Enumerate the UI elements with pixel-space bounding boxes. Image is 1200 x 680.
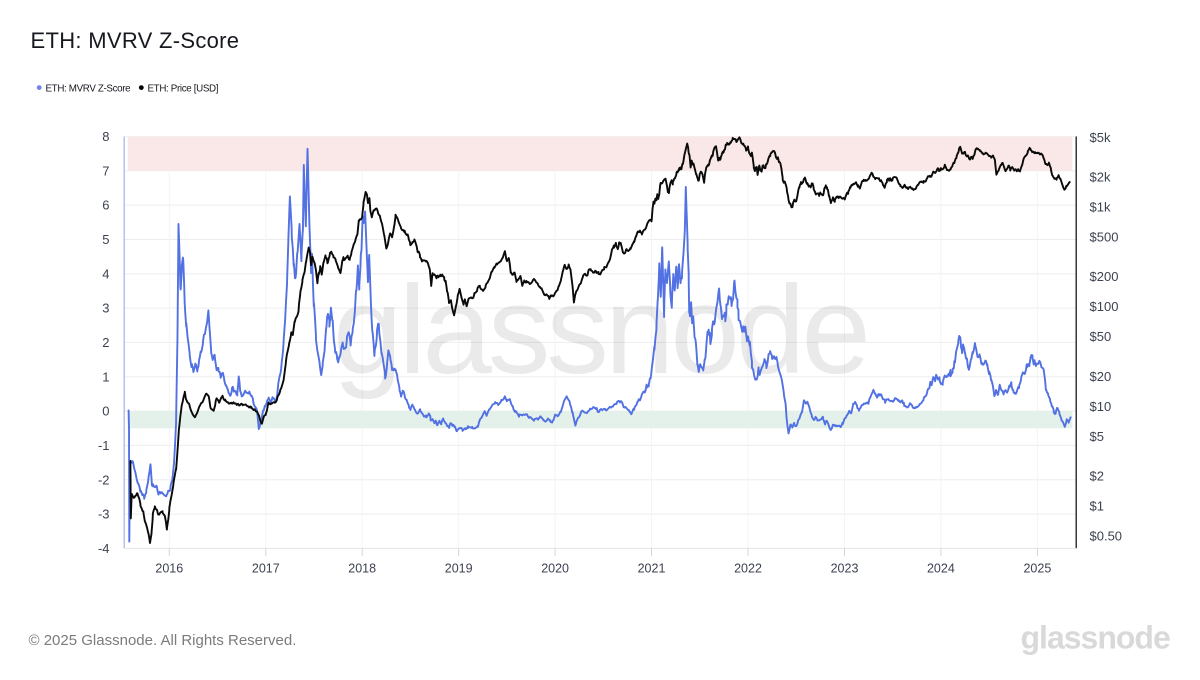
svg-text:glassnode: glassnode xyxy=(333,261,867,400)
svg-text:$0.50: $0.50 xyxy=(1090,529,1123,544)
svg-text:2024: 2024 xyxy=(927,562,955,576)
svg-text:glassnode: glassnode xyxy=(1021,620,1170,656)
svg-text:7: 7 xyxy=(102,163,109,178)
svg-text:$500: $500 xyxy=(1090,230,1119,245)
svg-text:$200: $200 xyxy=(1090,269,1119,284)
svg-text:2022: 2022 xyxy=(734,562,762,576)
svg-text:2021: 2021 xyxy=(638,562,666,576)
svg-text:2019: 2019 xyxy=(445,562,473,576)
svg-text:6: 6 xyxy=(102,198,109,213)
svg-text:$5k: $5k xyxy=(1090,130,1111,145)
svg-text:0: 0 xyxy=(102,404,109,419)
svg-text:2025: 2025 xyxy=(1023,562,1051,576)
svg-text:$100: $100 xyxy=(1090,299,1119,314)
svg-text:2017: 2017 xyxy=(252,562,280,576)
svg-text:2020: 2020 xyxy=(541,562,569,576)
svg-text:2016: 2016 xyxy=(155,562,183,576)
svg-text:ETH: MVRV Z-Score: ETH: MVRV Z-Score xyxy=(31,28,240,53)
svg-text:4: 4 xyxy=(102,266,109,281)
svg-text:ETH: MVRV Z-Score: ETH: MVRV Z-Score xyxy=(46,83,132,94)
svg-text:5: 5 xyxy=(102,232,109,247)
svg-text:ETH: Price [USD]: ETH: Price [USD] xyxy=(148,83,219,94)
svg-text:8: 8 xyxy=(102,129,109,144)
svg-text:-3: -3 xyxy=(98,507,110,522)
svg-text:$1k: $1k xyxy=(1090,200,1111,215)
svg-text:$1: $1 xyxy=(1090,499,1104,514)
svg-text:$10: $10 xyxy=(1090,399,1112,414)
svg-text:-4: -4 xyxy=(98,541,110,556)
svg-text:© 2025 Glassnode. All Rights R: © 2025 Glassnode. All Rights Reserved. xyxy=(29,632,297,649)
svg-text:-2: -2 xyxy=(98,472,110,487)
svg-text:1: 1 xyxy=(102,369,109,384)
svg-text:$50: $50 xyxy=(1090,329,1112,344)
svg-text:2: 2 xyxy=(102,335,109,350)
svg-text:$2k: $2k xyxy=(1090,170,1111,185)
svg-text:$5: $5 xyxy=(1090,429,1104,444)
svg-text:-1: -1 xyxy=(98,438,110,453)
svg-text:2023: 2023 xyxy=(831,562,859,576)
svg-text:$20: $20 xyxy=(1090,369,1112,384)
svg-text:3: 3 xyxy=(102,301,109,316)
svg-text:$2: $2 xyxy=(1090,469,1104,484)
svg-text:2018: 2018 xyxy=(348,562,376,576)
